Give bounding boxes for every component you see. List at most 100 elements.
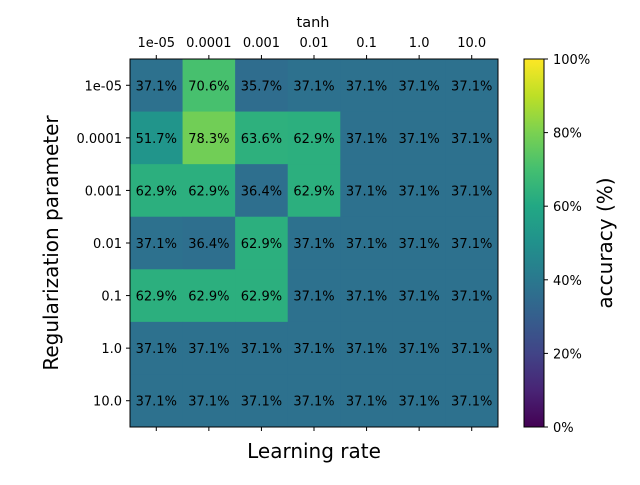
heatmap-cell — [182, 164, 236, 218]
cell-value-label: 62.9% — [293, 184, 334, 199]
cell-value-label: 36.4% — [241, 184, 282, 199]
colorbar-label: accuracy (%) — [593, 177, 617, 308]
chart-title: tanh — [297, 15, 330, 31]
cell-value-label: 63.6% — [241, 132, 282, 147]
cell-value-label: 37.1% — [346, 342, 387, 357]
colorbar-tick-label: 40% — [553, 274, 582, 289]
cell-value-label: 37.1% — [293, 395, 334, 410]
heatmap-cell — [130, 164, 184, 218]
cell-value-label: 37.1% — [398, 395, 439, 410]
cell-value-label: 37.1% — [451, 342, 492, 357]
heatmap-cell — [235, 59, 289, 113]
heatmap-cell — [287, 269, 341, 323]
cell-value-label: 62.9% — [241, 290, 282, 305]
cell-value-label: 37.1% — [451, 79, 492, 94]
y-tick-label: 1.0 — [101, 342, 122, 357]
x-tick-label: 1e-05 — [138, 36, 176, 51]
cell-value-label: 37.1% — [451, 395, 492, 410]
heatmap-cell — [130, 111, 184, 165]
colorbar-tick-label: 0% — [553, 421, 574, 436]
heatmap-cell — [340, 164, 394, 218]
cell-value-label: 35.7% — [241, 79, 282, 94]
cell-value-label: 37.1% — [346, 79, 387, 94]
heatmap-cell — [182, 374, 236, 428]
colorbar-tick-label: 20% — [553, 347, 582, 362]
x-tick-label: 0.1 — [356, 36, 377, 51]
colorbar-tick-label: 100% — [553, 53, 590, 68]
cell-value-label: 37.1% — [136, 79, 177, 94]
x-tick-label: 0.0001 — [186, 36, 232, 51]
heatmap-cell — [392, 374, 446, 428]
cell-value-label: 37.1% — [241, 395, 282, 410]
colorbar-ticks: 0% 20% 40% 60% 80% 100% — [544, 53, 590, 436]
cell-value-label: 37.1% — [188, 342, 229, 357]
cell-value-label: 37.1% — [398, 342, 439, 357]
heatmap-cell — [235, 164, 289, 218]
y-tick-label: 1e-05 — [84, 79, 122, 94]
heatmap-cell — [340, 269, 394, 323]
cell-value-label: 37.1% — [136, 342, 177, 357]
heatmap-cell — [130, 216, 184, 270]
heatmap-cell — [235, 216, 289, 270]
cell-value-label: 37.1% — [136, 237, 177, 252]
cell-value-label: 37.1% — [451, 132, 492, 147]
x-tick-label: 1.0 — [409, 36, 430, 51]
heatmap-cell — [445, 164, 499, 218]
heatmap-cell — [445, 321, 499, 375]
y-axis-label: Regularization parameter — [39, 115, 63, 371]
cell-value-label: 62.9% — [241, 237, 282, 252]
heatmap-cell — [392, 164, 446, 218]
cell-value-label: 51.7% — [136, 132, 177, 147]
heatmap-cell — [235, 269, 289, 323]
x-axis-label: Learning rate — [247, 439, 381, 463]
heatmap-cell — [392, 321, 446, 375]
heatmap-cell — [287, 111, 341, 165]
heatmap-cell — [130, 59, 184, 113]
y-tick-label: 0.01 — [93, 237, 122, 252]
heatmap-cell — [445, 269, 499, 323]
cell-value-label: 37.1% — [188, 395, 229, 410]
heatmap-cell — [287, 59, 341, 113]
y-tick-label: 10.0 — [93, 395, 122, 410]
cell-value-label: 37.1% — [293, 290, 334, 305]
heatmap-cell — [130, 321, 184, 375]
cell-value-label: 37.1% — [398, 290, 439, 305]
cell-value-label: 37.1% — [241, 342, 282, 357]
x-tick-label: 0.01 — [300, 36, 329, 51]
heatmap-cell — [235, 111, 289, 165]
cell-value-label: 37.1% — [451, 237, 492, 252]
heatmap-cell — [392, 216, 446, 270]
heatmap-cell — [340, 321, 394, 375]
cell-value-label: 37.1% — [346, 132, 387, 147]
y-tick-label: 0.0001 — [77, 132, 123, 147]
cell-value-label: 37.1% — [346, 290, 387, 305]
cell-value-label: 62.9% — [136, 290, 177, 305]
heatmap-cell — [445, 111, 499, 165]
heatmap-cell — [392, 59, 446, 113]
cell-value-label: 37.1% — [346, 395, 387, 410]
heatmap-cell — [445, 216, 499, 270]
cell-value-label: 37.1% — [346, 237, 387, 252]
cell-value-label: 37.1% — [451, 290, 492, 305]
cell-value-label: 37.1% — [451, 184, 492, 199]
y-tick-label: 0.1 — [101, 290, 122, 305]
heatmap-cell — [235, 374, 289, 428]
cell-value-labels: 37.1% 70.6% 35.7% 37.1% 37.1% 37.1% 37.1% 51.7%… — [136, 79, 493, 409]
heatmap-cell — [182, 59, 236, 113]
heatmap-cell — [130, 269, 184, 323]
cell-value-label: 37.1% — [293, 237, 334, 252]
cell-value-label: 70.6% — [188, 79, 229, 94]
heatmap-cells — [130, 59, 499, 428]
heatmap-cell — [287, 321, 341, 375]
heatmap-cell — [445, 374, 499, 428]
x-axis-ticks: 1e-05 0.0001 0.001 0.01 0.1 1.0 10.0 — [138, 36, 486, 431]
cell-value-label: 37.1% — [136, 395, 177, 410]
x-tick-label: 10.0 — [457, 36, 486, 51]
heatmap-cell — [182, 111, 236, 165]
cell-value-label: 78.3% — [188, 132, 229, 147]
colorbar — [523, 58, 545, 428]
heatmap-cell — [287, 216, 341, 270]
cell-value-label: 62.9% — [136, 184, 177, 199]
heatmap-cell — [287, 164, 341, 218]
